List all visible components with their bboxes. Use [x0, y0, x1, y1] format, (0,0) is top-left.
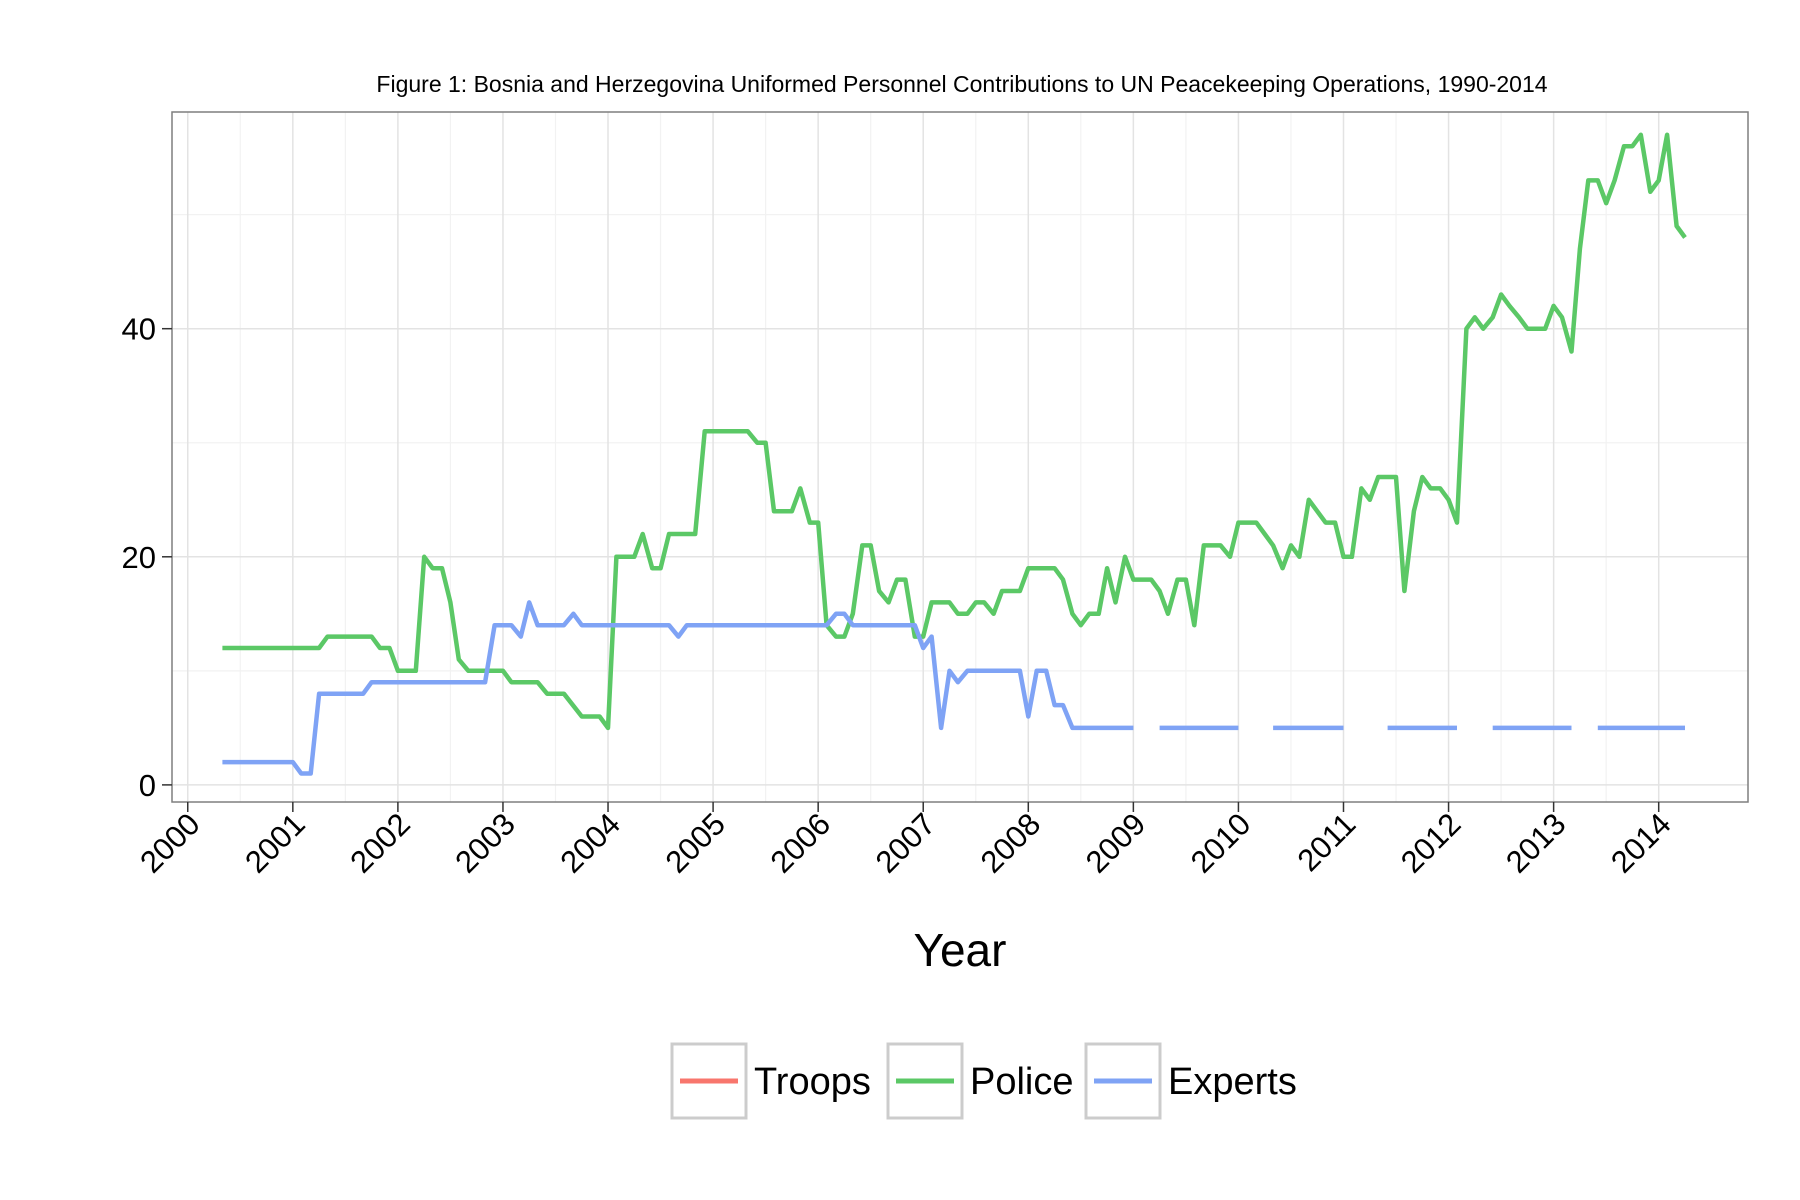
x-axis: 2000 2001 2002 2003 2004 2005 2006 2007 2008 2009… [133, 802, 1678, 880]
y-tick-label: 0 [139, 768, 156, 803]
y-axis: 0 20 40 [122, 312, 172, 803]
legend-key-troops [670, 1042, 748, 1120]
x-tick-label: 2012 [1394, 806, 1468, 880]
x-tick-label: 2009 [1079, 806, 1153, 880]
plot-panel [172, 112, 1748, 802]
x-tick-label: 2000 [133, 806, 207, 880]
x-tick-label: 2006 [764, 806, 838, 880]
x-tick-label: 2005 [659, 806, 733, 880]
series-line-experts [222, 600, 1685, 776]
x-axis-label: Year [914, 924, 1007, 976]
x-tick-label: 2002 [343, 806, 417, 880]
legend-key-experts [1084, 1042, 1162, 1120]
x-tick-label: 2010 [1184, 806, 1258, 880]
x-tick-label: 2008 [974, 806, 1048, 880]
x-tick-label: 2011 [1291, 806, 1363, 878]
y-tick-label: 20 [122, 540, 156, 575]
series-line-police [222, 132, 1687, 731]
legend-label-troops: Troops [754, 1061, 871, 1103]
x-tick-label: 2014 [1604, 806, 1678, 880]
x-tick-label: 2004 [553, 806, 627, 880]
legend-key-police [886, 1042, 964, 1120]
x-tick-label: 2003 [448, 806, 522, 880]
x-tick-label: 2013 [1499, 806, 1573, 880]
chart-title: Figure 1: Bosnia and Herzegovina Uniform… [376, 71, 1547, 97]
legend-label-police: Police [970, 1061, 1074, 1103]
legend-label-experts: Experts [1168, 1061, 1297, 1103]
x-tick-label: 2001 [238, 806, 312, 880]
x-tick-label: 2007 [869, 806, 943, 880]
plot-border [171, 111, 1749, 803]
series-lines [222, 132, 1687, 776]
legend: Troops Police Experts [670, 1042, 1297, 1120]
y-tick-label: 40 [122, 312, 156, 347]
